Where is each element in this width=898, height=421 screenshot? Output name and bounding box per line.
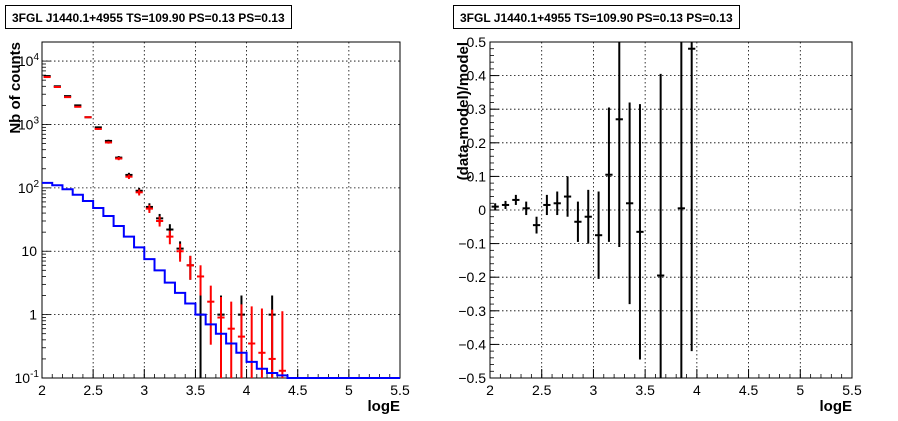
chart1-x-tick-label: 2.5 — [532, 382, 552, 398]
chart1-y-tick-label: 0.3 — [467, 101, 487, 117]
chart1-y-tick-label: −0.5 — [458, 370, 486, 386]
chart0-x-tick-label: 5.5 — [390, 382, 410, 398]
chart1-x-axis-label: logE — [820, 398, 853, 415]
chart1-y-tick-label: −0.2 — [458, 269, 486, 285]
chart0-x-tick-label: 2 — [38, 382, 46, 398]
chart1-y-tick-label: −0.3 — [458, 303, 486, 319]
chart0-y-tick-label: 10-1 — [15, 369, 40, 386]
right-chart-title: 3FGL J1440.1+4955 TS=109.90 PS=0.13 PS=0… — [453, 5, 740, 29]
chart0-y-axis-label: Nb of counts — [7, 42, 24, 134]
chart0-y-tick-label: 10 — [21, 243, 37, 259]
chart1-y-tick-label: −0.1 — [458, 236, 486, 252]
chart0-x-tick-label: 4 — [243, 382, 251, 398]
left-chart-title: 3FGL J1440.1+4955 TS=109.90 PS=0.13 PS=0… — [5, 5, 292, 29]
chart1-y-tick-label: 0.2 — [467, 135, 487, 151]
chart0-x-tick-label: 4.5 — [288, 382, 308, 398]
chart0-model-step-line — [42, 181, 400, 379]
chart1-y-tick-label: 0.4 — [467, 68, 487, 84]
chart0-y-tick-label: 102 — [18, 179, 40, 196]
chart1-y-axis-label: (data-model)/model — [455, 42, 472, 180]
chart0-y-tick-label: 1 — [29, 307, 37, 323]
chart1-x-tick-label: 4.5 — [739, 382, 759, 398]
chart1-y-tick-label: 0 — [478, 202, 486, 218]
chart0-x-tick-label: 2.5 — [83, 382, 103, 398]
chart1-x-tick-label: 5.5 — [842, 382, 862, 398]
chart1-x-tick-label: 3 — [590, 382, 598, 398]
chart1-x-tick-label: 3.5 — [635, 382, 655, 398]
chart0-x-tick-label: 5 — [345, 382, 353, 398]
chart1-x-tick-label: 4 — [693, 382, 701, 398]
chart1-y-tick-label: −0.4 — [458, 336, 486, 352]
chart0-x-axis-label: logE — [368, 398, 401, 415]
chart0-y-tick-label: 104 — [18, 52, 40, 69]
chart0-x-tick-label: 3 — [140, 382, 148, 398]
chart1-x-tick-label: 2 — [486, 382, 494, 398]
chart0-x-tick-label: 3.5 — [186, 382, 206, 398]
chart1-x-tick-label: 5 — [796, 382, 804, 398]
chart1-y-tick-label: 0.5 — [467, 34, 487, 50]
chart1-y-tick-label: 0.1 — [467, 168, 487, 184]
chart0-y-tick-label: 103 — [18, 115, 40, 132]
